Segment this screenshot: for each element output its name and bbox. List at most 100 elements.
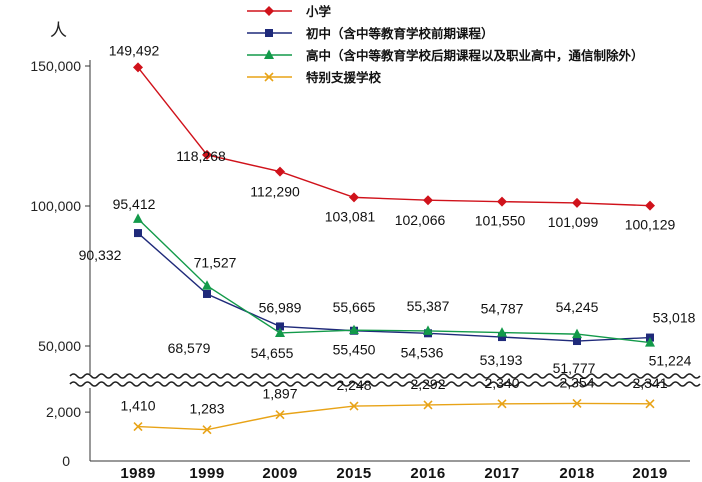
data-label-elementary: 101,550: [475, 213, 526, 229]
data-point: [423, 325, 433, 335]
data-point: [264, 49, 274, 59]
data-label-junior-high: 54,536: [401, 344, 444, 360]
legend-label: 小学: [305, 4, 332, 19]
data-label-elementary: 101,099: [548, 214, 599, 230]
series-layer: [133, 62, 655, 435]
data-point: [349, 401, 359, 411]
data-point: [133, 421, 143, 432]
series-special-support: [133, 398, 655, 435]
legend-label: 高中（含中等教育学校后期课程以及职业高中，通信制除外）: [306, 48, 644, 63]
legend-label: 特别支援学校: [306, 70, 382, 85]
data-point: [203, 289, 211, 298]
x-tick-label: 1989: [120, 465, 155, 482]
y-tick-label: 50,000: [38, 338, 81, 354]
series-line: [137, 66, 651, 207]
data-point: [276, 322, 284, 331]
data-point: [497, 399, 507, 409]
series-elementary: [133, 62, 655, 211]
data-point: [202, 149, 212, 160]
series-line: [137, 402, 651, 431]
axis-break-line-2: [69, 381, 701, 387]
legend-item-special-support: 特别支援学校: [247, 70, 382, 85]
data-label-elementary: 149,492: [109, 42, 160, 58]
data-point: [275, 166, 285, 177]
data-label-senior-high: 71,527: [194, 255, 237, 271]
data-point: [645, 399, 655, 409]
data-label-junior-high: 53,018: [653, 310, 696, 326]
x-tick-label: 2016: [410, 465, 445, 482]
data-label-elementary: 112,290: [250, 184, 300, 200]
data-point: [275, 410, 285, 420]
data-label-special-support: 2,340: [484, 375, 519, 391]
series-line: [137, 232, 651, 342]
series-junior-high: [134, 229, 654, 346]
x-tick-label: 2017: [484, 465, 519, 482]
axes: 150,000 100,000 50,000 2,000 0 1989 1999 2009 20…: [30, 58, 701, 482]
data-point: [264, 72, 274, 82]
data-point: [423, 195, 433, 206]
x-tick-label: 2018: [559, 465, 594, 482]
data-label-junior-high: 53,193: [480, 352, 523, 368]
data-point: [645, 200, 655, 211]
data-label-senior-high: 51,224: [649, 353, 692, 369]
data-label-elementary: 103,081: [325, 208, 376, 224]
data-point: [133, 213, 143, 223]
legend-item-elementary: 小学: [247, 4, 332, 19]
data-point: [264, 6, 274, 16]
data-label-elementary: 118,268: [176, 148, 226, 164]
y-tick-label: 2,000: [46, 404, 81, 420]
data-labels: 149,492 118,268 112,290 103,081 102,066 101,5…: [79, 42, 696, 416]
data-point: [423, 400, 433, 410]
data-label-junior-high: 90,332: [79, 247, 122, 263]
data-label-senior-high: 54,655: [251, 345, 294, 361]
data-label-special-support: 2,248: [336, 377, 371, 393]
axis-break-line-1: [69, 373, 701, 379]
data-point: [573, 337, 581, 346]
data-label-elementary: 100,129: [625, 217, 676, 233]
data-point: [498, 333, 506, 342]
y-tick-label: 150,000: [30, 58, 81, 74]
data-label-special-support: 1,410: [120, 398, 155, 414]
legend-label: 初中（含中等教育学校前期课程）: [306, 26, 494, 41]
data-point: [572, 398, 582, 409]
data-label-junior-high: 55,450: [333, 342, 376, 358]
data-point: [349, 324, 359, 335]
data-label-senior-high: 54,787: [481, 301, 524, 317]
data-label-junior-high: 68,579: [168, 340, 211, 356]
x-tick-label: 2009: [262, 465, 297, 482]
x-tick-label: 2015: [336, 465, 371, 482]
y-tick-label: 100,000: [30, 198, 81, 214]
y-unit-label: 人: [50, 21, 67, 41]
data-point: [265, 29, 273, 37]
data-point: [349, 192, 359, 203]
data-label-junior-high: 56,989: [259, 299, 302, 315]
data-label-special-support: 1,897: [262, 386, 297, 402]
data-label-junior-high: 51,777: [553, 360, 596, 376]
data-point: [202, 425, 212, 435]
legend-item-junior-high: 初中（含中等教育学校前期课程）: [247, 26, 494, 41]
data-label-elementary: 102,066: [395, 212, 446, 228]
data-point: [133, 62, 143, 73]
y-tick-label: 0: [62, 453, 70, 469]
data-label-special-support: 2,292: [410, 376, 445, 392]
data-label-senior-high: 54,245: [556, 299, 599, 315]
series-line: [137, 218, 651, 344]
data-point: [572, 197, 582, 208]
data-label-special-support: 1,283: [189, 401, 224, 417]
data-label-senior-high: 55,665: [333, 299, 376, 315]
data-point: [275, 327, 285, 337]
legend-item-senior-high: 高中（含中等教育学校后期课程以及职业高中，通信制除外）: [247, 48, 644, 63]
data-point: [645, 337, 655, 347]
x-tick-label: 1999: [189, 465, 224, 482]
series-senior-high: [133, 213, 655, 347]
data-label-senior-high: 55,387: [407, 298, 450, 314]
data-point: [497, 196, 507, 207]
data-label-special-support: 2,354: [559, 374, 594, 390]
data-point: [497, 327, 507, 337]
data-point: [134, 229, 142, 238]
data-label-senior-high: 95,412: [113, 196, 156, 212]
data-point: [202, 280, 212, 290]
